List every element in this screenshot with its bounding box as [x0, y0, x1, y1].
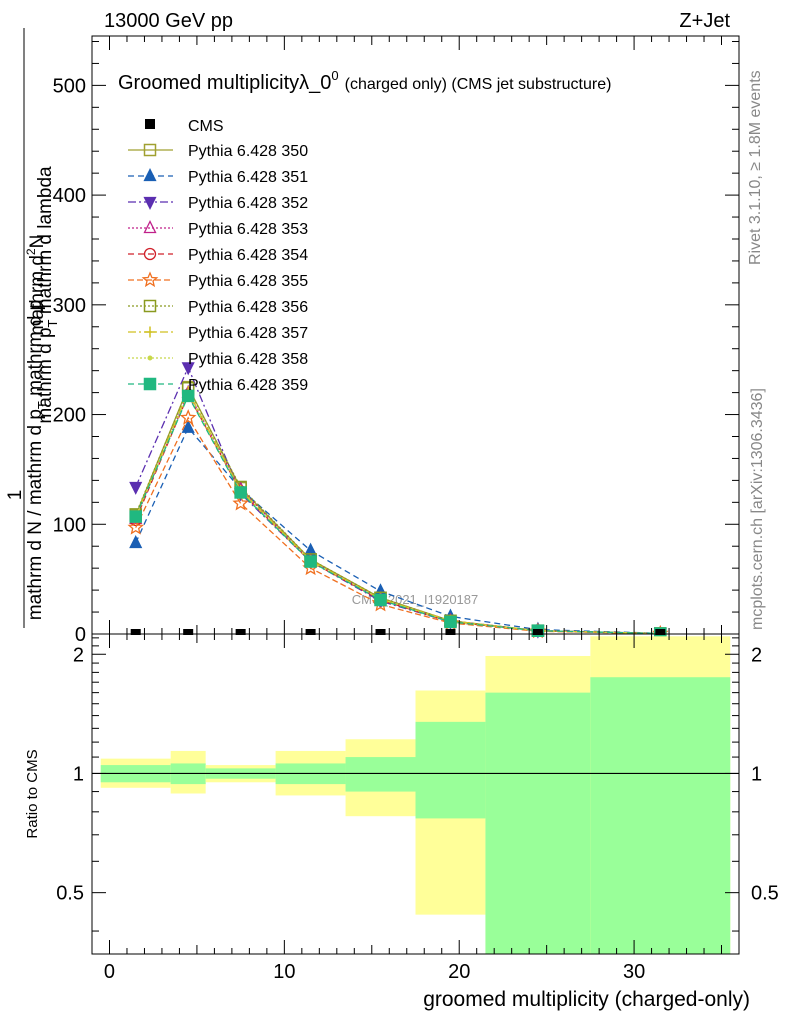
ylabel-den-sub: T: [45, 319, 60, 327]
ratio-ytick-label-0: 0.5: [56, 883, 84, 905]
legend-label-5: Pythia 6.428 355: [188, 273, 308, 290]
legend-marker-cms: [145, 119, 155, 129]
cms-point-4: [375, 629, 386, 635]
series-1-point-0: [129, 534, 143, 549]
ratio-band-green-4: [345, 757, 416, 792]
cms-point-5: [445, 629, 456, 635]
main-series-layer: [127, 362, 669, 642]
ratio-xtick-label-3: 30: [623, 961, 645, 983]
main-ytick-label-2: 200: [53, 405, 86, 427]
ylabel-line3: mathrm d N / mathrm d pT mathrm d p: [25, 300, 50, 621]
legend-label-7: Pythia 6.428 357: [188, 325, 308, 342]
legend: CMS Pythia 6.428 350 Pythia 6.428 351 Pythi…: [128, 118, 308, 394]
series-9-point-0: [129, 510, 142, 523]
ylabel-den-a: mathrm d p: [35, 327, 56, 423]
ratio-band-green-5: [415, 721, 486, 819]
rivet-caption: Rivet 3.1.10, ≥ 1.8M events: [747, 70, 764, 265]
ylabel-num-sup: 2: [24, 248, 38, 255]
series-2-point-1: [181, 362, 195, 376]
ylabel-num-end: N: [27, 235, 48, 249]
legend-label-2: Pythia 6.428 352: [188, 195, 308, 212]
series-9-point-3: [304, 555, 317, 568]
series-line-1: [135, 426, 661, 634]
legend-marker-1: [143, 168, 157, 182]
main-ytick-label-1: 100: [53, 514, 86, 536]
main-ytick-label-0: 0: [75, 624, 86, 646]
chart-title-sup: 0: [331, 68, 338, 83]
ratio-plot-area: [92, 636, 739, 954]
chart-title: Groomed multiplicityλ_00 (charged only) (…: [118, 68, 611, 94]
ratio-band-green-7: [590, 677, 731, 954]
legend-marker-2: [143, 196, 157, 210]
ratio-ytick-label-right-0: 0.5: [751, 883, 779, 905]
ratio-frame: [91, 633, 740, 955]
legend-marker-6: [143, 299, 157, 313]
main-ytick-label-3: 300: [53, 295, 86, 317]
series-line-8: [135, 392, 661, 635]
header-left: 13000 GeV pp: [104, 10, 233, 32]
main-ylabel: 1 mathrm d2N: [5, 235, 48, 501]
series-line-6: [135, 386, 661, 635]
legend-marker-7: [144, 326, 156, 338]
ratio-ytick-label-1: 1: [73, 763, 84, 785]
legend-marker-8: [147, 355, 153, 361]
legend-label-4: Pythia 6.428 354: [188, 247, 308, 264]
cms-point-2: [235, 629, 246, 635]
series-9-point-2: [234, 486, 247, 499]
main-ytick-label-5: 500: [53, 75, 86, 97]
series-line-5: [135, 416, 661, 635]
ylabel-l3-b: mathrm d p: [25, 300, 46, 401]
series-2-point-0: [129, 481, 143, 495]
ratio-ylabel: Ratio to CMS: [24, 749, 41, 838]
legend-marker-4: [143, 247, 157, 261]
series-5-point-0: [127, 518, 145, 535]
ratio-xtick-label-1: 10: [273, 961, 295, 983]
ylabel-line1: 1: [5, 490, 26, 501]
legend-label-8: Pythia 6.428 358: [188, 351, 308, 368]
legend-marker-0: [143, 143, 157, 157]
ratio-xtick-label-0: 0: [104, 961, 115, 983]
series-9-point-4: [374, 593, 387, 607]
ylabel-l3-sub: T: [35, 401, 50, 409]
cms-point-0: [130, 629, 141, 635]
series-9-point-1: [181, 389, 195, 403]
series-1-point-1: [181, 419, 195, 433]
series-9-point-5: [444, 615, 457, 629]
series-5-point-2: [232, 494, 249, 511]
legend-marker-9: [143, 377, 157, 391]
main-axes: 0 100 200 300 400 500: [53, 36, 739, 646]
cms-point-3: [305, 629, 316, 635]
series-5-point-1: [179, 409, 197, 425]
ylabel-line2: mathrm d2N: [24, 235, 48, 336]
mcplots-caption: mcplots.cern.ch [arXiv:1306.3436]: [749, 388, 766, 630]
cms-point-7: [655, 629, 666, 635]
legend-label-3: Pythia 6.428 353: [188, 221, 308, 238]
ylabel-den-line: mathrm d pT mathrm d lambda: [35, 166, 60, 424]
cms-point-1: [183, 629, 194, 635]
legend-label-0: Pythia 6.428 350: [188, 143, 308, 160]
header-right: Z+Jet: [679, 10, 730, 32]
legend-label-9: Pythia 6.428 359: [188, 377, 308, 394]
ratio-xtick-label-2: 20: [448, 961, 470, 983]
ylabel-num: mathrm d: [27, 255, 48, 335]
cms-point-6: [532, 629, 543, 635]
chart-title-main: Groomed multiplicityλ_0: [118, 72, 331, 94]
ratio-axes: 0.5 0.51 12 20 10 20 30: [56, 634, 779, 983]
main-ylabel-den: mathrm d pT mathrm d lambda mathrm d N /…: [25, 166, 60, 620]
ratio-band-green-6: [485, 692, 591, 954]
ratio-ytick-label-right-1: 1: [751, 763, 762, 785]
legend-marker-5: [141, 271, 159, 288]
legend-label-6: Pythia 6.428 356: [188, 299, 308, 316]
legend-marker-3: [143, 220, 157, 234]
ylabel-l3-a: mathrm d N / mathrm d p: [25, 409, 46, 620]
ratio-xlabel: groomed multiplicity (charged-only): [423, 988, 750, 1011]
ylabel-den-b: mathrm d lambda: [35, 166, 56, 320]
legend-label-cms: CMS: [188, 118, 224, 135]
legend-label-1: Pythia 6.428 351: [188, 169, 308, 186]
main-ytick-label-4: 400: [53, 185, 86, 207]
ratio-ytick-label-right-2: 2: [751, 644, 762, 666]
chart-title-suffix: (charged only) (CMS jet substructure): [345, 76, 612, 93]
ratio-ytick-label-2: 2: [73, 644, 84, 666]
